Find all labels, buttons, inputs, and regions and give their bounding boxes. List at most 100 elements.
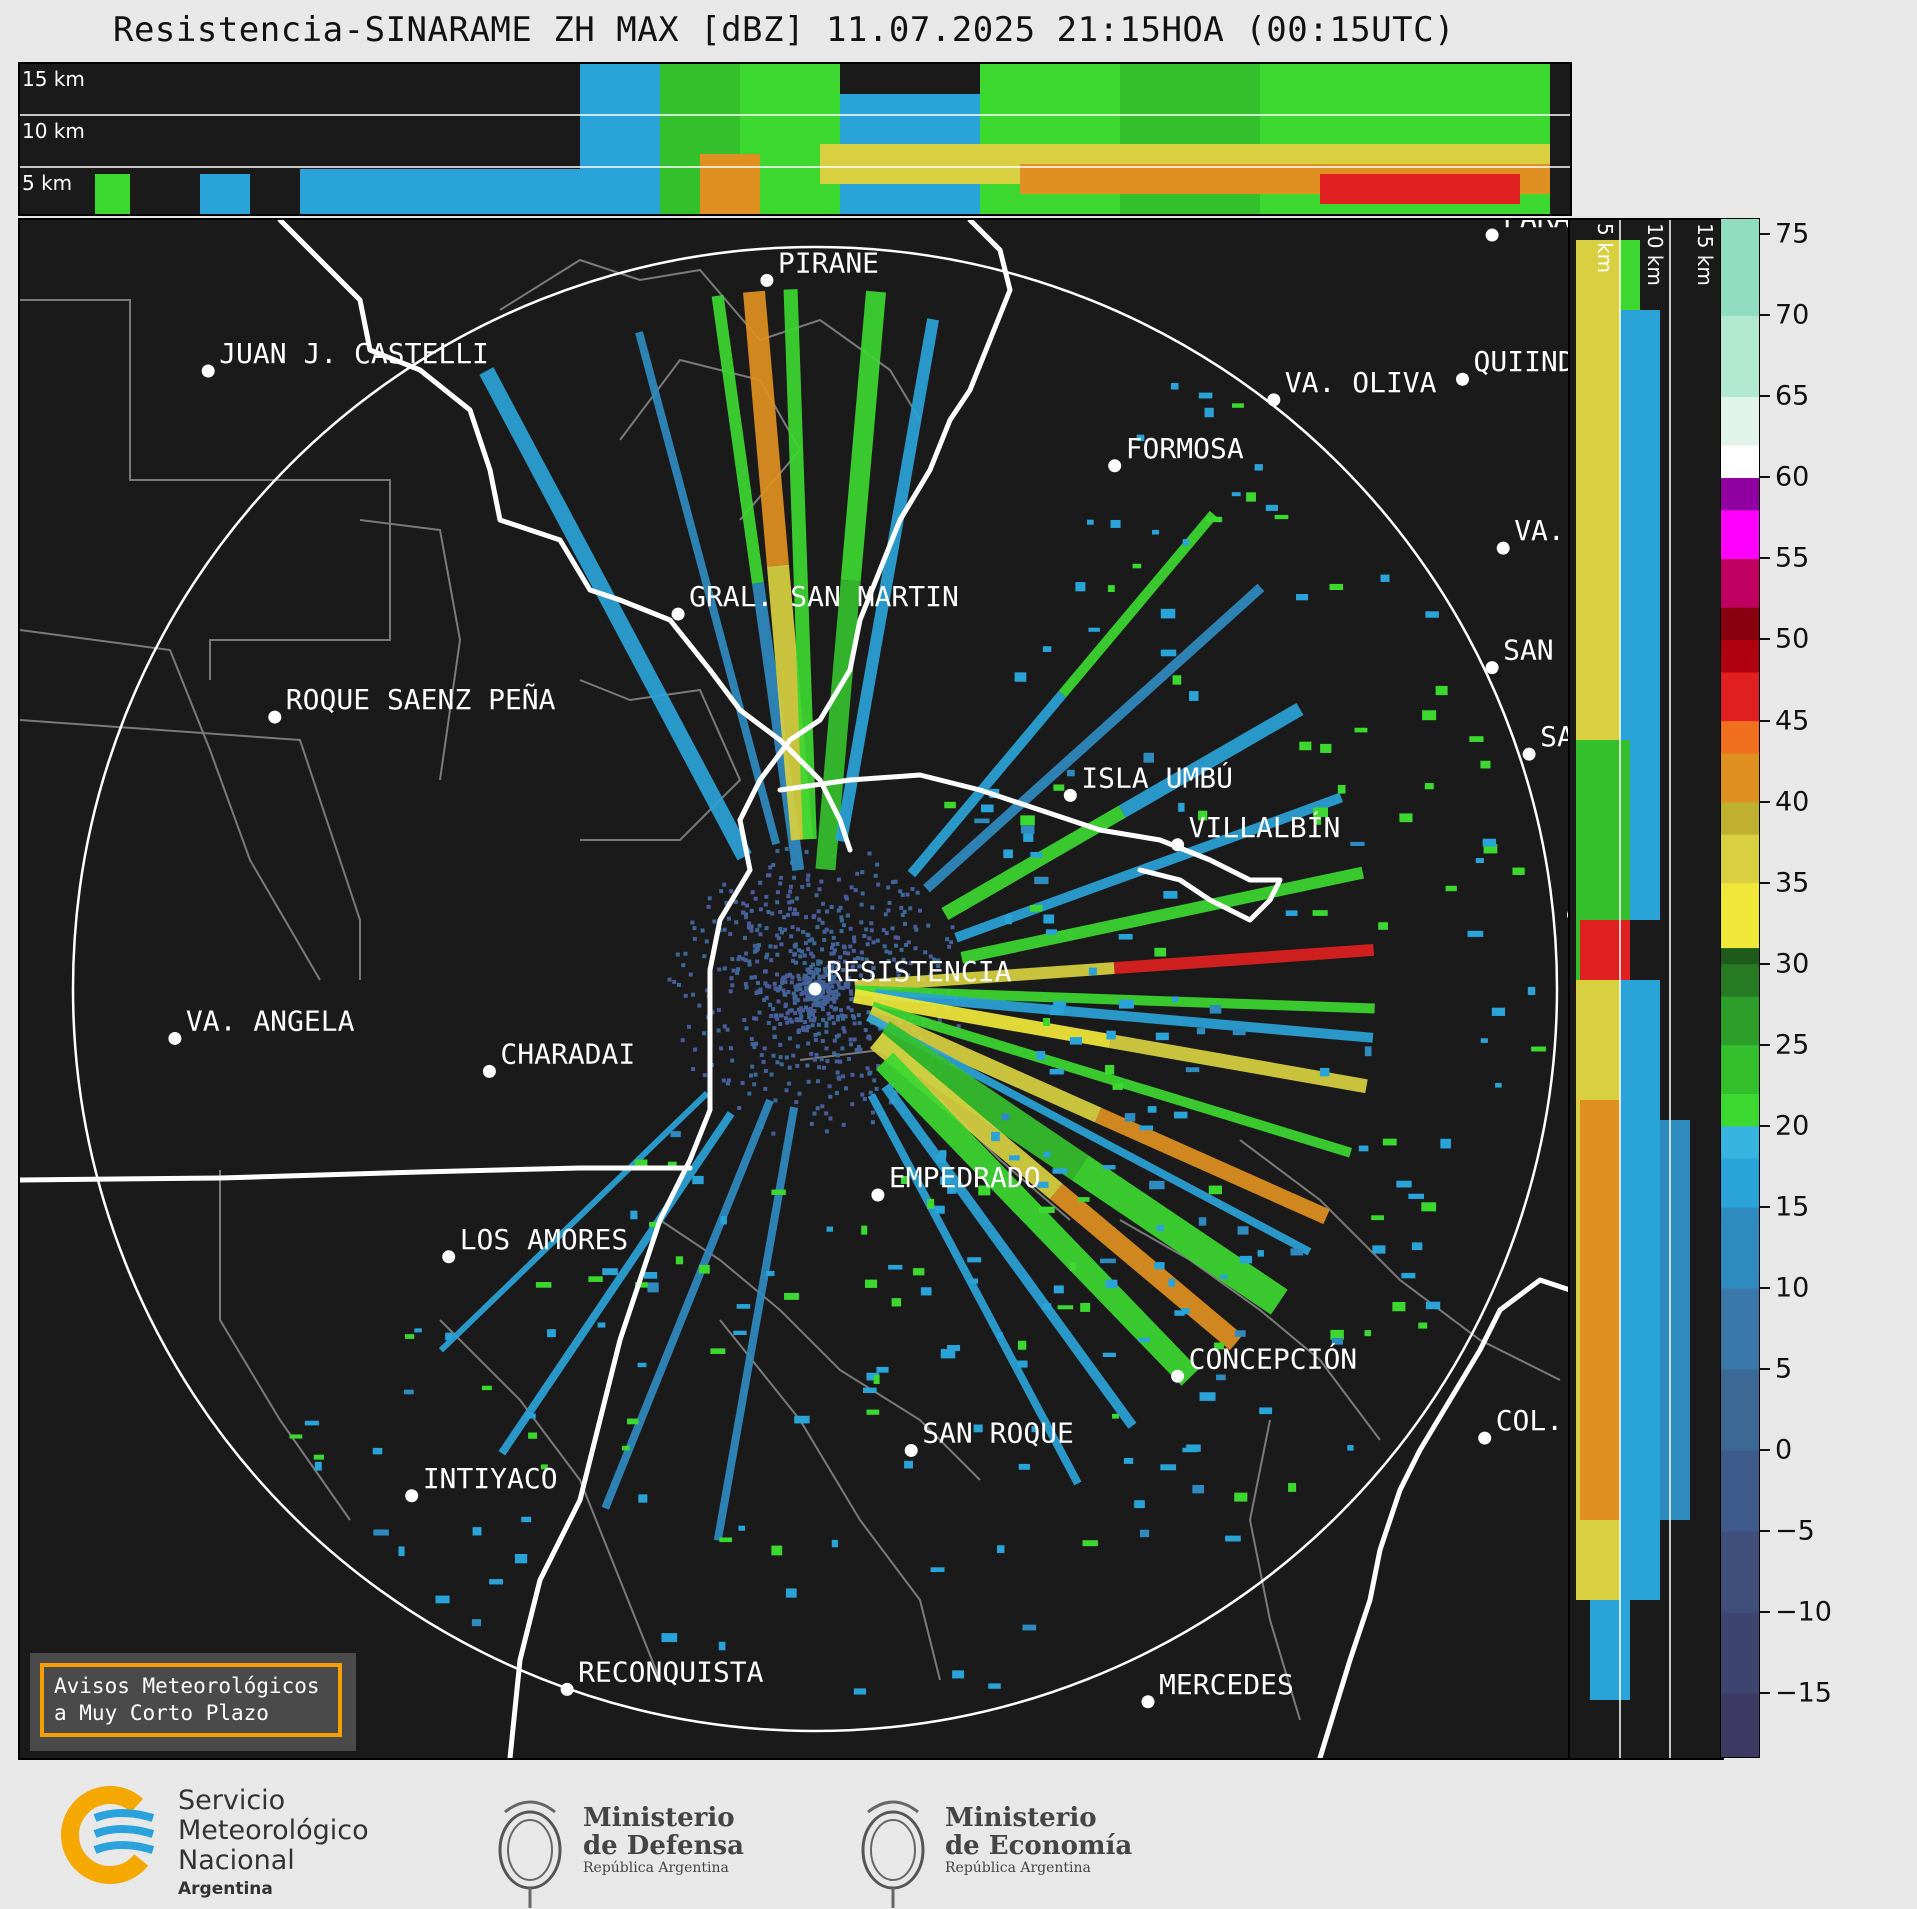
colorbar-tick-mark (1760, 638, 1770, 641)
city-marker (671, 607, 685, 621)
city-marker (1478, 1431, 1492, 1445)
city-marker (808, 982, 822, 996)
city-label: MERCEDES (1159, 1668, 1294, 1701)
city-marker (1522, 747, 1536, 761)
side-height-10km: 10 km (1643, 223, 1667, 286)
city-label: INTIYACO (423, 1462, 558, 1495)
city-label: SAN IGNACIO (1540, 720, 1570, 753)
colorbar-tick-mark (1760, 1449, 1770, 1451)
city-label: FORMOSA (1126, 432, 1244, 465)
city-marker (871, 1188, 885, 1202)
colorbar-tick-mark (1760, 881, 1770, 884)
colorbar-tick-label: 5 (1775, 1353, 1793, 1385)
city-marker (1485, 228, 1499, 242)
city-label: GRAL. SAN MARTIN (689, 580, 959, 613)
colorbar-tick-mark (1760, 1205, 1770, 1208)
city-label: EMPEDRADO (889, 1161, 1041, 1194)
colorbar-tick-mark (1760, 1611, 1770, 1614)
city-marker (482, 1064, 496, 1078)
city-label: ISLA UMBÚ (1081, 760, 1233, 794)
city-marker (1496, 541, 1510, 555)
city-label: SAN ROQUE (922, 1416, 1074, 1449)
city-marker (1267, 393, 1281, 407)
colorbar-tick-mark (1760, 962, 1770, 965)
boundary-line (359, 519, 462, 781)
colorbar-tick-mark (1760, 1530, 1770, 1533)
side-height-5km: 5 km (1593, 223, 1617, 273)
city-label: JUAN J. CASTELLI (219, 337, 489, 370)
colorbar-tick-label: 70 (1775, 299, 1810, 331)
colorbar-tick-label: 65 (1775, 380, 1810, 412)
city-marker (1485, 661, 1499, 675)
colorbar-tick-label: −5 (1775, 1515, 1815, 1547)
smn-name: Servicio Meteorológico Nacional Argentin… (178, 1785, 369, 1900)
boundary-line (20, 299, 391, 680)
city-marker (1141, 1695, 1155, 1709)
city-label: LOS AMORES (460, 1223, 629, 1256)
colorbar-tick-mark (1760, 1124, 1770, 1127)
city-marker (442, 1250, 456, 1264)
city-marker (268, 710, 282, 724)
city-label: PARAGUARÍ (1503, 220, 1570, 234)
city-label: VA. OLIVA (1285, 366, 1437, 399)
boundary-line (219, 1170, 351, 1521)
colorbar-tick-label: 35 (1775, 867, 1810, 899)
city-marker (1108, 459, 1122, 473)
boundary-line (1239, 1139, 1561, 1381)
avisos-line2: a Muy Corto Plazo (54, 1701, 269, 1725)
colorbar-tick-mark (1760, 1692, 1770, 1695)
boundary-line (1248, 1419, 1301, 1721)
escudo-economia-icon (861, 1800, 925, 1908)
side-cross-section: 5 km 10 km 15 km (1568, 218, 1724, 1760)
colorbar-tick-mark (1760, 1367, 1770, 1370)
colorbar-tick-mark (1760, 1286, 1770, 1289)
city-marker (1171, 838, 1185, 852)
ministerio-economia: Ministerio de Economía República Argenti… (945, 1803, 1133, 1876)
colorbar-tick-mark (1760, 800, 1770, 803)
top-cross-section: 15 km 10 km 5 km (18, 62, 1572, 216)
city-marker (1456, 372, 1469, 386)
radar-range-ring (71, 245, 1559, 1733)
top-height-5km: 5 km (22, 171, 72, 195)
top-height-15km: 15 km (22, 67, 85, 91)
boundary-line (579, 679, 742, 841)
city-marker (201, 364, 215, 378)
colorbar-tick-label: 40 (1775, 786, 1810, 818)
footer: Servicio Meteorológico Nacional Argentin… (0, 1760, 1917, 1909)
colorbar-tick-label: 60 (1775, 461, 1810, 493)
city-marker (904, 1443, 918, 1457)
boundary-line (1119, 1219, 1381, 1441)
side-height-15km: 15 km (1693, 223, 1717, 286)
city-marker (1063, 788, 1077, 802)
avisos-box[interactable]: Avisos Meteorológicos a Muy Corto Plazo (30, 1653, 356, 1751)
top-height-10km: 10 km (22, 119, 85, 143)
colorbar-tick-mark (1760, 719, 1770, 722)
chart-title: Resistencia-SINARAME ZH MAX [dBZ] 11.07.… (112, 10, 1456, 50)
escudo-defensa-icon (498, 1800, 562, 1908)
border-line (20, 1165, 693, 1183)
city-label: VILLALBÍN (1189, 810, 1341, 844)
city-label: VA. ANGELA (186, 1004, 355, 1037)
city-marker (405, 1489, 419, 1503)
colorbar-tick-mark (1760, 1043, 1770, 1046)
city-label: CHARADAI (500, 1037, 635, 1070)
colorbar-tick-label: 20 (1775, 1110, 1810, 1142)
colorbar-tick-label: 55 (1775, 542, 1810, 574)
border-line (507, 220, 1013, 1758)
avisos-line1: Avisos Meteorológicos (54, 1674, 320, 1698)
city-marker (168, 1031, 182, 1045)
city-label: VA. FLORIDA (1514, 514, 1570, 547)
colorbar-tick-mark (1760, 476, 1770, 479)
colorbar-tick-label: 25 (1775, 1029, 1810, 1061)
colorbar-tick-label: −10 (1775, 1596, 1832, 1628)
city-marker (760, 273, 774, 287)
colorbar-tick-label: 15 (1775, 1191, 1810, 1223)
colorbar-tick-label: −15 (1775, 1677, 1832, 1709)
colorbar-tick-label: 45 (1775, 705, 1810, 737)
city-marker (560, 1682, 574, 1696)
colorbar-tick-mark (1760, 314, 1770, 317)
colorbar-tick-label: 50 (1775, 623, 1810, 655)
colorbar-tick-label: 10 (1775, 1272, 1810, 1304)
colorbar-tick-mark (1760, 233, 1770, 236)
